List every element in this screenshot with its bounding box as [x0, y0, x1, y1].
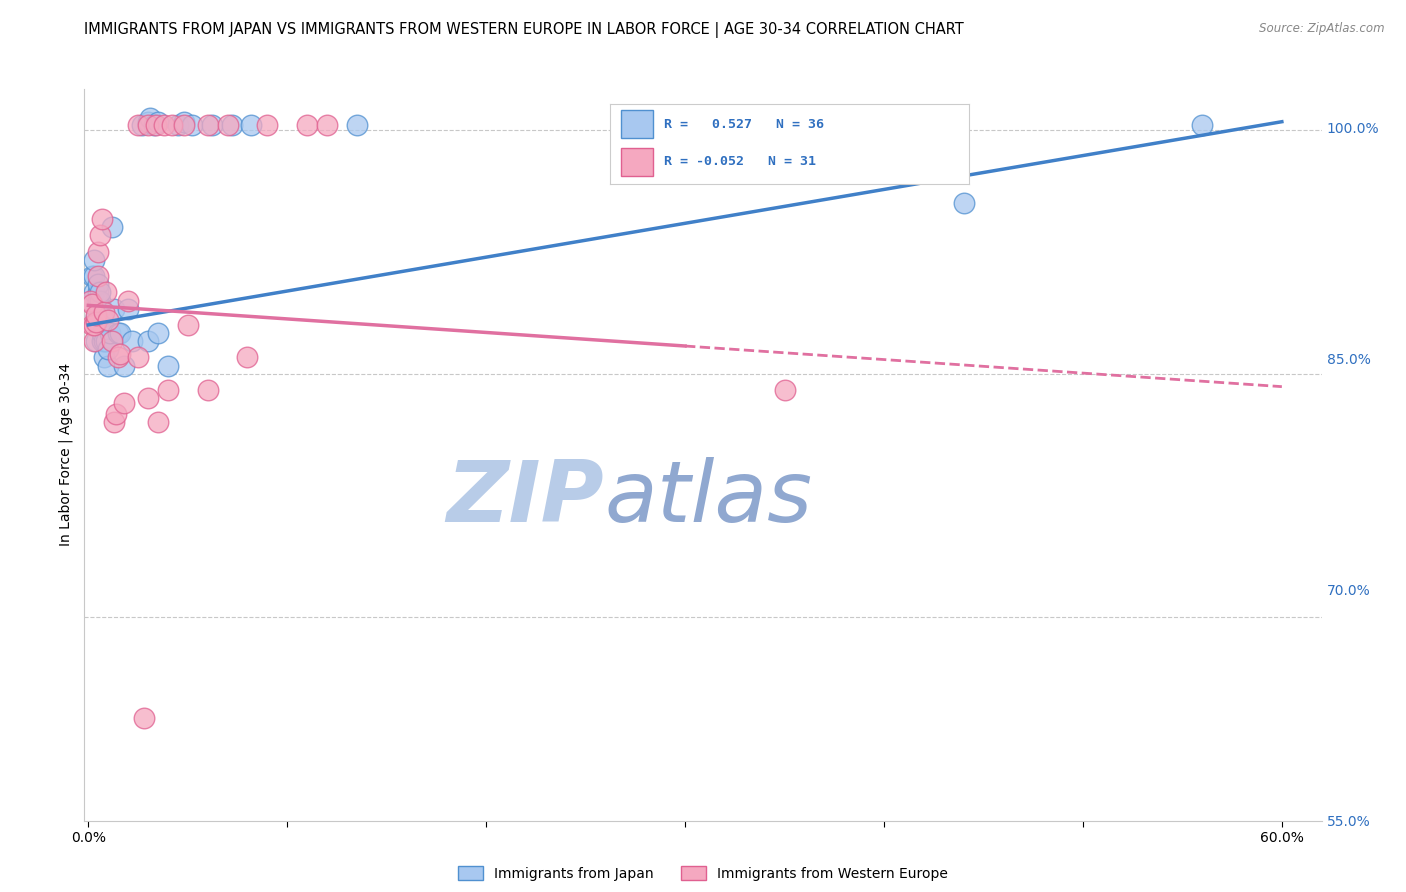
Point [93, 305, 115, 319]
Point [136, 334, 159, 348]
Point [217, 118, 239, 132]
Point [79, 293, 101, 308]
Point [160, 118, 183, 132]
Point [127, 118, 149, 132]
Point [101, 334, 124, 348]
Point [127, 351, 149, 365]
Point [256, 118, 278, 132]
Point [221, 118, 243, 132]
Point [197, 383, 219, 397]
Point [136, 118, 159, 132]
Point [1191, 118, 1213, 132]
Point [93, 351, 115, 365]
Point [84, 315, 107, 329]
Point [83, 285, 105, 300]
Point [143, 118, 166, 132]
Point [107, 351, 129, 365]
Point [83, 252, 105, 267]
Point [93, 334, 115, 348]
Point [112, 359, 135, 373]
Point [108, 326, 131, 340]
Point [82, 297, 104, 311]
Point [156, 383, 179, 397]
Point [91, 326, 114, 340]
Point [83, 269, 105, 284]
Point [197, 118, 219, 132]
Point [131, 118, 153, 132]
Point [146, 114, 169, 128]
Point [112, 396, 135, 410]
Legend: Immigrants from Japan, Immigrants from Western Europe: Immigrants from Japan, Immigrants from W… [454, 862, 952, 885]
Y-axis label: In Labor Force | Age 30-34: In Labor Force | Age 30-34 [59, 363, 73, 547]
Point [84, 334, 107, 348]
Point [295, 118, 318, 132]
Point [952, 196, 974, 211]
Point [108, 347, 131, 361]
Point [105, 407, 128, 421]
Point [82, 269, 104, 284]
Point [166, 118, 188, 132]
Point [91, 212, 114, 227]
Point [240, 118, 263, 132]
Point [316, 118, 339, 132]
Point [89, 285, 111, 300]
Point [136, 391, 159, 405]
Point [87, 277, 110, 292]
Text: ZIP: ZIP [446, 458, 605, 541]
Point [83, 318, 105, 332]
Point [101, 220, 124, 235]
Point [145, 118, 167, 132]
Point [89, 293, 111, 308]
Point [103, 301, 125, 316]
Point [89, 301, 111, 316]
Point [346, 118, 368, 132]
Point [84, 308, 107, 322]
Point [82, 318, 104, 332]
Point [87, 244, 110, 259]
Point [97, 313, 120, 327]
Point [236, 351, 259, 365]
Point [173, 118, 195, 132]
Point [136, 114, 159, 128]
Point [87, 269, 110, 284]
Point [97, 343, 120, 357]
Point [91, 334, 114, 348]
Point [146, 326, 169, 340]
Point [117, 301, 139, 316]
Point [89, 228, 111, 243]
Point [177, 318, 200, 332]
Point [132, 711, 155, 725]
Point [96, 334, 118, 348]
Point [83, 334, 105, 348]
Point [201, 118, 224, 132]
Point [156, 359, 179, 373]
Point [153, 118, 176, 132]
Text: IMMIGRANTS FROM JAPAN VS IMMIGRANTS FROM WESTERN EUROPE IN LABOR FORCE | AGE 30-: IMMIGRANTS FROM JAPAN VS IMMIGRANTS FROM… [84, 22, 965, 38]
Point [146, 416, 169, 430]
Point [98, 326, 121, 340]
Point [87, 293, 110, 308]
Point [180, 118, 202, 132]
Point [91, 310, 114, 324]
Point [87, 318, 110, 332]
Point [121, 334, 143, 348]
Point [84, 310, 107, 324]
Point [117, 293, 139, 308]
Point [1052, 871, 1074, 885]
Point [173, 114, 195, 128]
Point [79, 293, 101, 308]
Point [773, 383, 796, 397]
Text: Source: ZipAtlas.com: Source: ZipAtlas.com [1260, 22, 1385, 36]
Point [96, 285, 118, 300]
Point [139, 112, 162, 126]
Point [89, 318, 111, 332]
Text: atlas: atlas [605, 458, 813, 541]
Point [103, 416, 125, 430]
Point [97, 359, 120, 373]
Point [107, 326, 129, 340]
Point [87, 285, 110, 300]
